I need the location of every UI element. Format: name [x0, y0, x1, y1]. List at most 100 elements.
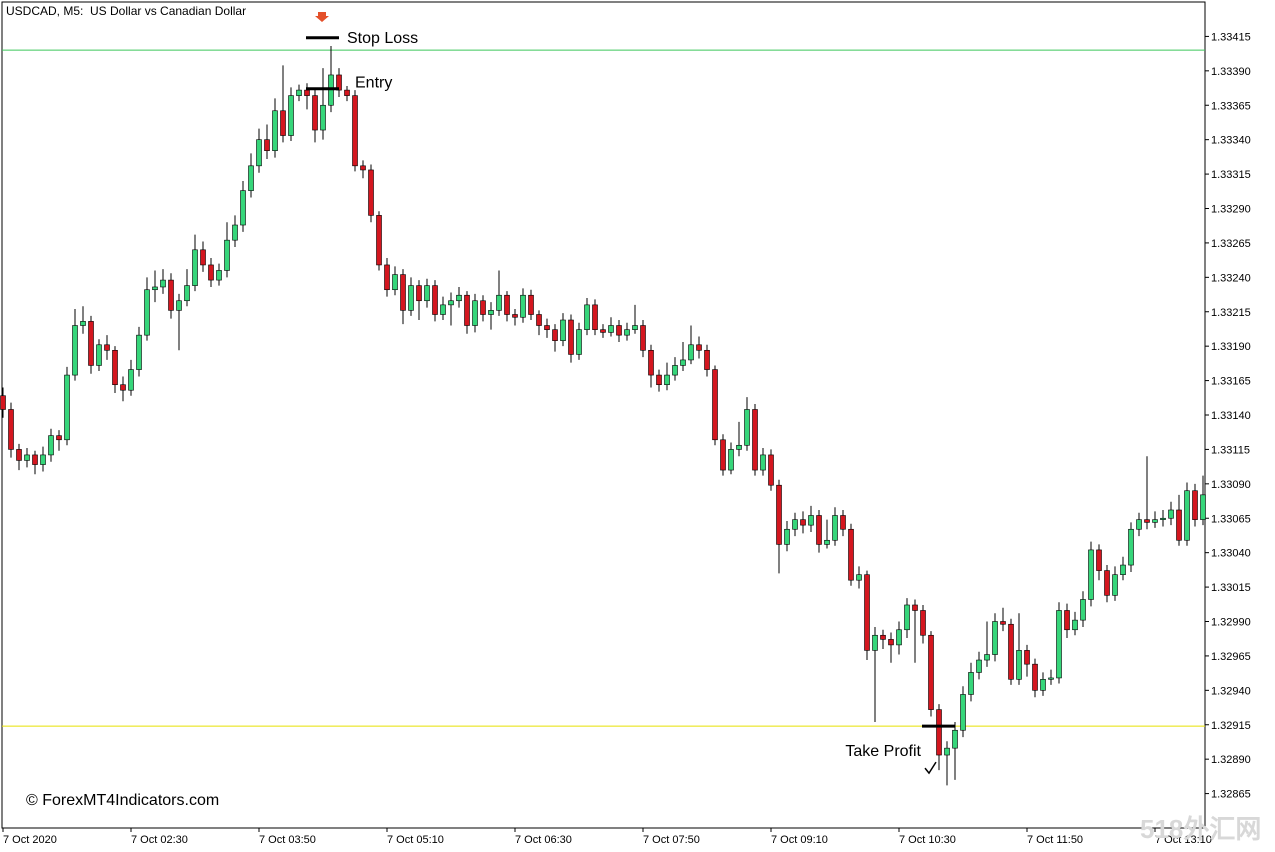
candle-body [176, 300, 182, 311]
candle-body [720, 439, 726, 471]
candle-body [760, 454, 766, 471]
candle-body [552, 329, 558, 341]
candle-body [32, 454, 38, 465]
candle-body [464, 294, 470, 326]
candle-body [1104, 570, 1110, 596]
candle-body [576, 329, 582, 355]
candle-body [40, 454, 46, 465]
candle-body [1000, 621, 1006, 625]
candle-body [24, 454, 30, 461]
candle-body [976, 659, 982, 673]
candle-body [440, 304, 446, 315]
candle-body [648, 349, 654, 376]
y-tick-label: 1.33415 [1211, 31, 1251, 43]
annotation: Stop Loss [347, 30, 418, 47]
candle-body [296, 89, 302, 96]
candle-body [1200, 494, 1206, 520]
candle-body [360, 165, 366, 171]
candle-body [944, 747, 950, 756]
candle-body [96, 344, 102, 366]
candle-body [664, 374, 670, 386]
candle-body [72, 325, 78, 376]
candle-body [248, 165, 254, 191]
y-tick-label: 1.33315 [1211, 169, 1251, 181]
candle-body [800, 519, 806, 526]
y-tick-label: 1.32965 [1211, 651, 1251, 663]
candle-body [904, 604, 910, 631]
candle-body [1024, 650, 1030, 665]
candle-body [536, 314, 542, 326]
candle-body [352, 95, 358, 167]
candle-body [512, 314, 518, 318]
candle-body [480, 300, 486, 315]
candle-body [1112, 574, 1118, 596]
x-tick-label: 7 Oct 02:30 [131, 834, 188, 846]
candle-body [376, 215, 382, 266]
x-tick-label: 7 Oct 09:10 [771, 834, 828, 846]
candle-body [240, 190, 246, 226]
candle-body [304, 89, 310, 96]
candle-body [968, 672, 974, 695]
sell-arrow [315, 12, 329, 22]
candle-body [640, 325, 646, 351]
candle-body [128, 369, 134, 391]
candle-body [1072, 619, 1078, 631]
x-tick-label: 7 Oct 10:30 [899, 834, 956, 846]
candle-body [424, 285, 430, 302]
candle-body [784, 528, 790, 545]
candle-body [848, 528, 854, 581]
candle-body [544, 325, 550, 330]
candle-body [272, 110, 278, 151]
candle-body [632, 325, 638, 330]
candle-body [112, 349, 118, 386]
candle-body [192, 249, 198, 286]
candle-body [688, 344, 694, 361]
candle-body [608, 325, 614, 333]
candle-body [1008, 623, 1014, 680]
candle-body [856, 574, 862, 581]
candle-body [776, 484, 782, 545]
candle-body [88, 321, 94, 366]
candle-body [752, 409, 758, 471]
candle-body [568, 319, 574, 355]
candle-body [56, 435, 62, 441]
candle-body [400, 274, 406, 311]
candle-body [64, 374, 70, 441]
y-tick-label: 1.33365 [1211, 100, 1251, 112]
candle-body [656, 374, 662, 386]
candle-body [1160, 517, 1166, 520]
candle-body [160, 279, 166, 288]
candle-body [672, 365, 678, 376]
candle-body [584, 304, 590, 330]
candle-body [152, 286, 158, 291]
chart-title: USDCAD, M5: US Dollar vs Canadian Dollar [6, 4, 246, 18]
x-tick-label: 7 Oct 06:30 [515, 834, 572, 846]
y-tick-label: 1.32915 [1211, 720, 1251, 732]
candle-body [768, 454, 774, 486]
candle-body [16, 449, 22, 461]
candle-body [928, 634, 934, 710]
x-tick-label: 7 Oct 03:50 [259, 834, 316, 846]
candle-body [136, 334, 142, 370]
candle-body [736, 444, 742, 450]
candle-body [1080, 599, 1086, 621]
candle-body [320, 104, 326, 131]
y-tick-label: 1.32940 [1211, 685, 1251, 697]
candle-body [1120, 564, 1126, 575]
candle-body [592, 304, 598, 330]
candle-body [264, 139, 270, 151]
candle-body [232, 224, 238, 241]
credit: © ForexMT4Indicators.com [26, 792, 219, 809]
candle-body [368, 169, 374, 216]
candle-body [208, 264, 214, 281]
candle-body [872, 634, 878, 651]
candle-body [344, 89, 350, 96]
y-tick-label: 1.33215 [1211, 307, 1251, 319]
candle-body [384, 264, 390, 291]
candle-body [960, 694, 966, 731]
candle-body [1152, 519, 1158, 523]
candle-body [256, 139, 262, 167]
candle-body [560, 319, 566, 341]
candle-body [1176, 509, 1182, 541]
